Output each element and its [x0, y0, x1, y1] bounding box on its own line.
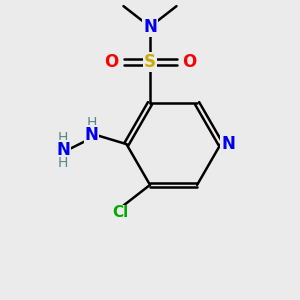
Text: H: H — [58, 156, 68, 170]
Text: N: N — [221, 135, 235, 153]
Text: N: N — [56, 141, 70, 159]
Text: S: S — [144, 53, 156, 71]
Text: O: O — [182, 53, 196, 71]
Text: N: N — [143, 18, 157, 36]
Text: Cl: Cl — [112, 206, 129, 220]
Text: N: N — [85, 126, 99, 144]
Text: O: O — [104, 53, 118, 71]
Text: H: H — [86, 116, 97, 130]
Text: H: H — [58, 131, 68, 145]
